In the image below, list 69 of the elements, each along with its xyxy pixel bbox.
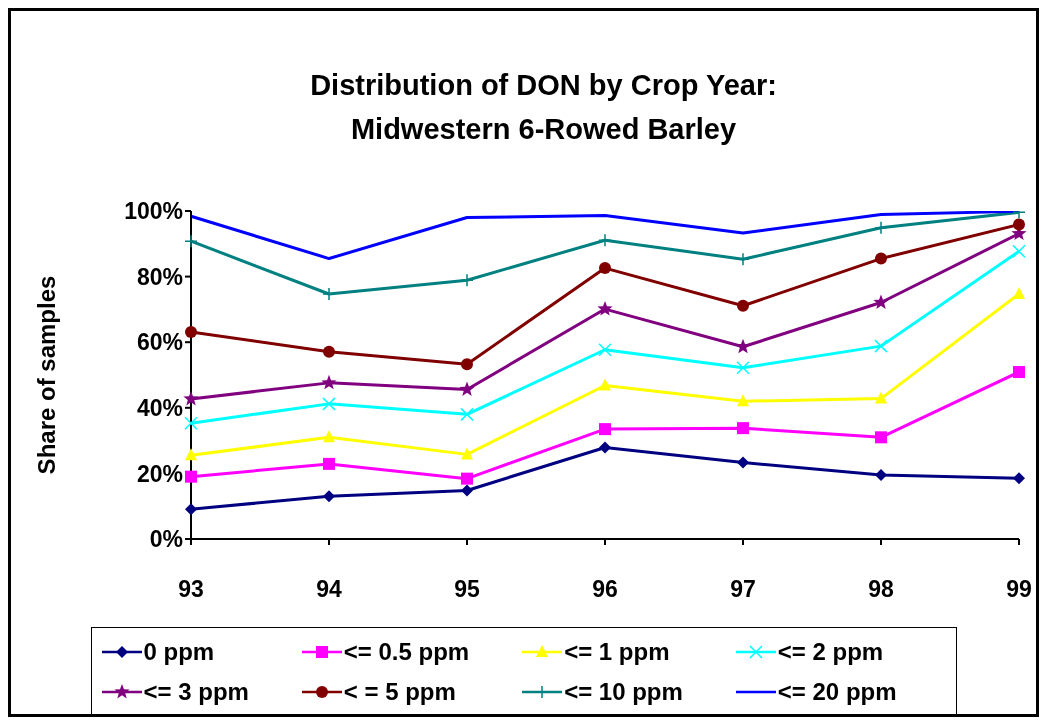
point: [875, 431, 887, 444]
point: [461, 484, 473, 497]
point: [737, 394, 749, 407]
point: [599, 262, 611, 275]
x-tick-label: 99: [1006, 576, 1032, 603]
point: [461, 472, 473, 485]
legend-label: < = 5 ppm: [343, 678, 456, 706]
point: [875, 391, 887, 404]
point: [599, 378, 611, 391]
legend-label: <= 10 ppm: [564, 678, 683, 706]
legend-label: 0 ppm: [143, 638, 215, 666]
point: [321, 374, 337, 390]
line-series: [189, 211, 1021, 261]
y-tick-label: 100%: [124, 198, 183, 225]
x-tick-label: 93: [178, 576, 204, 603]
x-tick-label: 97: [730, 576, 756, 603]
y-tick-label: 0%: [149, 526, 183, 553]
point: [1012, 244, 1026, 259]
y-tick-label: 60%: [136, 329, 183, 356]
legend-label: <= 2 ppm: [777, 638, 884, 666]
legend-label: <= 20 ppm: [777, 678, 897, 706]
point: [873, 294, 889, 309]
point: [737, 422, 749, 435]
point: [323, 430, 335, 443]
point: [597, 301, 613, 316]
point: [185, 448, 197, 461]
legend-label: <= 0.5 ppm: [343, 638, 470, 666]
point: [599, 441, 611, 454]
x-tick-label: 94: [316, 576, 342, 603]
point: [185, 503, 197, 516]
x-tick-label: 96: [592, 576, 618, 603]
point: [184, 234, 198, 248]
point: [1013, 286, 1025, 299]
point: [875, 252, 887, 265]
legend-label: <= 1 ppm: [564, 638, 670, 666]
point: [459, 381, 475, 396]
point: [599, 423, 611, 436]
y-axis-title: Share of samples: [32, 275, 60, 475]
x-tick-label: 98: [868, 576, 894, 603]
point: [323, 345, 335, 358]
point: [736, 361, 750, 375]
point: [461, 447, 473, 460]
point: [598, 233, 612, 247]
point: [737, 456, 749, 469]
legend-label: <= 3 ppm: [143, 678, 249, 706]
point: [322, 287, 336, 301]
point: [1013, 472, 1025, 485]
point: [1013, 366, 1025, 379]
chart-title: Distribution of DON by Crop Year: Midwestern 6-Rowed Barley: [309, 68, 778, 147]
y-tick-label: 20%: [136, 460, 183, 487]
y-tick-label: 40%: [136, 394, 183, 421]
x-tick-label: 95: [454, 576, 480, 603]
point: [461, 358, 473, 371]
point: [183, 390, 199, 406]
point: [598, 342, 612, 357]
y-tick-label: 80%: [136, 263, 183, 290]
point: [460, 407, 474, 422]
point: [874, 339, 888, 353]
point: [875, 469, 887, 482]
point: [874, 220, 888, 235]
point: [323, 457, 335, 470]
point: [185, 326, 197, 339]
point: [460, 273, 474, 287]
point: [185, 470, 197, 483]
point: [184, 416, 198, 430]
point: [322, 397, 336, 411]
point: [323, 490, 335, 503]
point: [737, 299, 749, 312]
point: [1013, 218, 1025, 231]
